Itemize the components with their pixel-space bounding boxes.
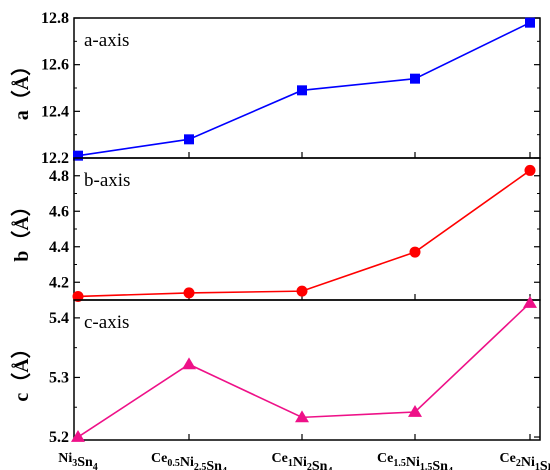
y-tick-label: 12.4 <box>41 103 69 120</box>
data-point <box>71 430 85 442</box>
panel-label: c-axis <box>84 312 129 333</box>
panel-label: a-axis <box>84 30 129 51</box>
data-point <box>182 357 196 370</box>
series-line-2 <box>77 169 531 298</box>
y-tick-label: 4.4 <box>49 239 69 256</box>
data-point <box>409 246 421 258</box>
panel-frame-2 <box>73 157 541 301</box>
x-category-label: Ce0.5Ni2.5Sn4 <box>151 451 227 470</box>
data-point <box>408 405 422 417</box>
data-point <box>296 285 308 297</box>
y-tick-label: 5.4 <box>49 310 69 327</box>
panel-frame-3 <box>73 299 541 441</box>
data-point <box>183 287 195 299</box>
y-tick-label: 4.8 <box>49 168 69 185</box>
data-point <box>525 17 535 28</box>
x-category-label: Ce1.5Ni1.5Sn4 <box>377 451 453 470</box>
data-point <box>184 134 194 145</box>
data-point <box>523 295 537 308</box>
data-point <box>297 85 307 96</box>
y-tick-label: 4.2 <box>49 274 69 291</box>
data-point <box>410 73 420 84</box>
y-tick-label: 12.6 <box>41 57 69 74</box>
y-axis-title: b（Å） <box>10 196 33 262</box>
data-point <box>295 410 309 423</box>
panel-label: b-axis <box>84 170 130 191</box>
data-point <box>73 150 83 161</box>
data-point <box>524 164 536 176</box>
y-tick-label: 4.6 <box>49 203 69 220</box>
x-category-label: Ce2Ni1Sn4 <box>500 451 550 470</box>
x-category-label: Ce1Ni2Sn4 <box>272 451 333 470</box>
y-tick-label: 12.2 <box>41 150 69 167</box>
y-axis-title: a（Å） <box>10 56 33 120</box>
y-tick-label: 5.2 <box>49 429 69 446</box>
data-point <box>72 290 84 302</box>
y-tick-label: 12.8 <box>41 10 69 27</box>
y-axis-title: c（Å） <box>10 338 33 401</box>
x-category-label: Ni3Sn4 <box>58 451 98 470</box>
y-tick-label: 5.3 <box>49 369 69 386</box>
